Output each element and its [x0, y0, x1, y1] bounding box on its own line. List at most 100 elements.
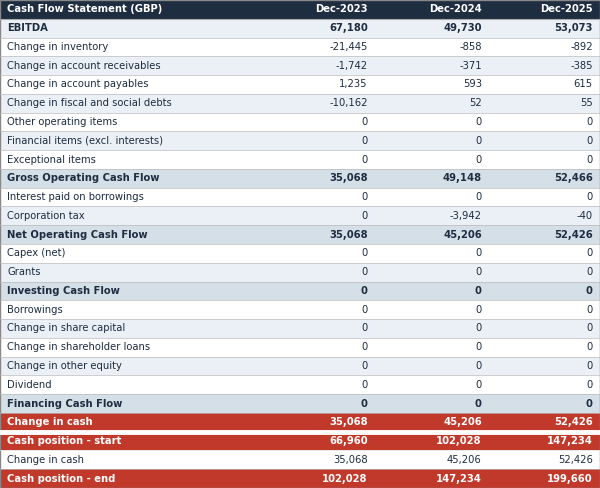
Text: Cash Flow Statement (GBP): Cash Flow Statement (GBP) [7, 4, 163, 14]
Text: 0: 0 [587, 155, 593, 164]
Text: -40: -40 [577, 211, 593, 221]
Text: -10,162: -10,162 [329, 98, 368, 108]
Text: Change in other equity: Change in other equity [7, 361, 122, 371]
Text: Capex (net): Capex (net) [7, 248, 65, 258]
Text: 49,730: 49,730 [443, 23, 482, 33]
Text: 0: 0 [586, 286, 593, 296]
Text: 0: 0 [361, 399, 368, 408]
Text: 0: 0 [586, 399, 593, 408]
Text: Investing Cash Flow: Investing Cash Flow [7, 286, 120, 296]
Text: 52,466: 52,466 [554, 173, 593, 183]
Text: 0: 0 [587, 342, 593, 352]
Text: 0: 0 [587, 117, 593, 127]
Bar [0, 188, 600, 206]
Bar [0, 131, 600, 150]
Text: Dec-2025: Dec-2025 [540, 4, 593, 14]
Bar [0, 206, 600, 225]
Text: Dividend: Dividend [7, 380, 52, 390]
Text: Cash position - start: Cash position - start [7, 436, 122, 446]
Text: 0: 0 [362, 192, 368, 202]
Text: 52,426: 52,426 [554, 230, 593, 240]
Bar [0, 450, 600, 469]
Text: Change in inventory: Change in inventory [7, 42, 109, 52]
Text: 147,234: 147,234 [547, 436, 593, 446]
Text: Dec-2024: Dec-2024 [429, 4, 482, 14]
Text: 0: 0 [476, 267, 482, 277]
Text: 0: 0 [476, 155, 482, 164]
Text: Gross Operating Cash Flow: Gross Operating Cash Flow [7, 173, 160, 183]
Text: -892: -892 [570, 42, 593, 52]
Text: Corporation tax: Corporation tax [7, 211, 85, 221]
Text: 0: 0 [476, 324, 482, 333]
Bar [0, 394, 600, 413]
Text: Change in fiscal and social debts: Change in fiscal and social debts [7, 98, 172, 108]
Text: -371: -371 [459, 61, 482, 71]
Bar [0, 38, 600, 56]
Text: 199,660: 199,660 [547, 474, 593, 484]
Text: Borrowings: Borrowings [7, 305, 63, 315]
Text: Change in account payables: Change in account payables [7, 80, 149, 89]
Bar [0, 469, 600, 488]
Text: 0: 0 [362, 305, 368, 315]
Text: 45,206: 45,206 [443, 417, 482, 427]
Bar [0, 19, 600, 38]
Text: 52: 52 [469, 98, 482, 108]
Text: 0: 0 [475, 286, 482, 296]
Text: 0: 0 [587, 248, 593, 258]
Text: 0: 0 [362, 248, 368, 258]
Text: -21,445: -21,445 [329, 42, 368, 52]
Text: Financing Cash Flow: Financing Cash Flow [7, 399, 122, 408]
Text: 0: 0 [476, 361, 482, 371]
Bar [0, 56, 600, 75]
Text: Interest paid on borrowings: Interest paid on borrowings [7, 192, 144, 202]
Text: 0: 0 [587, 136, 593, 146]
Text: 102,028: 102,028 [436, 436, 482, 446]
Bar [0, 357, 600, 375]
Text: 102,028: 102,028 [322, 474, 368, 484]
Text: -1,742: -1,742 [335, 61, 368, 71]
Text: 0: 0 [587, 361, 593, 371]
Text: -858: -858 [460, 42, 482, 52]
Bar [0, 338, 600, 357]
Bar [0, 432, 600, 450]
Bar [0, 413, 600, 432]
Text: 0: 0 [476, 248, 482, 258]
Bar [0, 0, 600, 19]
Bar [0, 75, 600, 94]
Text: 49,148: 49,148 [443, 173, 482, 183]
Text: Change in cash: Change in cash [7, 455, 84, 465]
Text: 53,073: 53,073 [554, 23, 593, 33]
Text: 0: 0 [362, 380, 368, 390]
Text: -385: -385 [570, 61, 593, 71]
Bar [0, 300, 600, 319]
Text: 0: 0 [475, 399, 482, 408]
Text: Cash position - end: Cash position - end [7, 474, 116, 484]
Text: 35,068: 35,068 [333, 455, 368, 465]
Text: 55: 55 [580, 98, 593, 108]
Text: 67,180: 67,180 [329, 23, 368, 33]
Text: 0: 0 [362, 155, 368, 164]
Bar [0, 113, 600, 131]
Text: Change in cash: Change in cash [7, 417, 93, 427]
Text: 0: 0 [362, 342, 368, 352]
Text: 0: 0 [476, 136, 482, 146]
Text: 0: 0 [587, 324, 593, 333]
Text: 0: 0 [362, 211, 368, 221]
Text: -3,942: -3,942 [450, 211, 482, 221]
Text: 0: 0 [362, 324, 368, 333]
Text: 45,206: 45,206 [447, 455, 482, 465]
Text: 0: 0 [587, 380, 593, 390]
Text: Dec-2023: Dec-2023 [316, 4, 368, 14]
Text: Financial items (excl. interests): Financial items (excl. interests) [7, 136, 163, 146]
Bar [0, 150, 600, 169]
Text: 0: 0 [361, 286, 368, 296]
Bar [0, 375, 600, 394]
Text: 35,068: 35,068 [329, 173, 368, 183]
Text: 52,426: 52,426 [558, 455, 593, 465]
Text: Change in shareholder loans: Change in shareholder loans [7, 342, 151, 352]
Text: 615: 615 [574, 80, 593, 89]
Text: Change in account receivables: Change in account receivables [7, 61, 161, 71]
Text: Exceptional items: Exceptional items [7, 155, 96, 164]
Text: Grants: Grants [7, 267, 41, 277]
Text: 0: 0 [476, 342, 482, 352]
